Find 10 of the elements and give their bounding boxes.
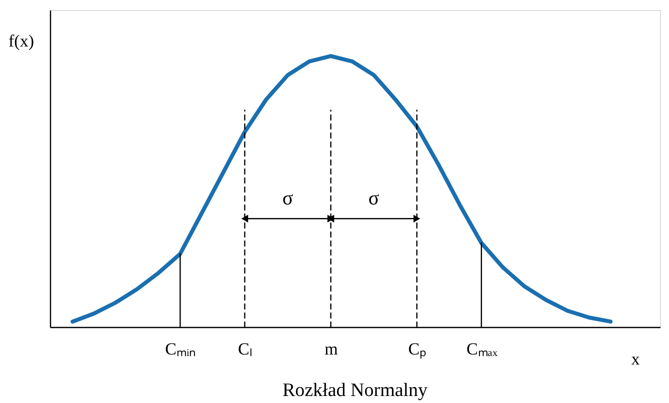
x-tick-label: Cₘₐₓ — [466, 340, 498, 358]
x-tick-label: Cₗ — [238, 340, 252, 358]
annotation: σ — [368, 188, 380, 210]
x-axis-title: x — [631, 350, 640, 368]
x-tick-label: m — [324, 340, 338, 358]
text: Rozkład Normalny — [282, 380, 428, 401]
y-axis-title: f(x) — [8, 32, 34, 50]
annotation: σ — [282, 188, 294, 210]
x-tick-label: Cₚ — [408, 340, 427, 360]
x-tick-label: Cₘᵢₙ — [165, 340, 196, 358]
